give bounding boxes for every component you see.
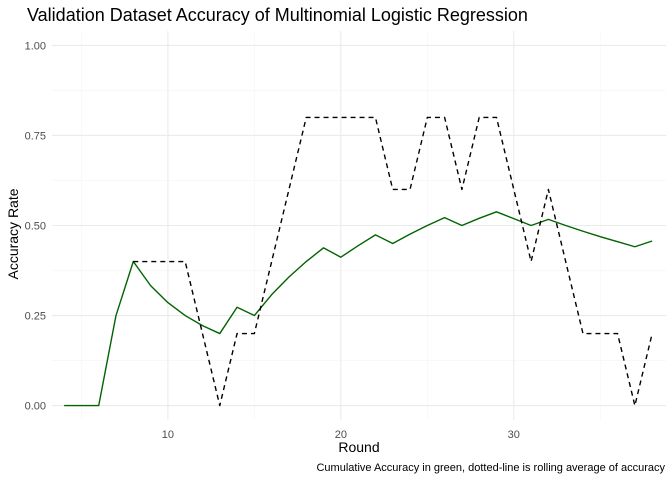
y-tick-label: 0.75 — [25, 130, 46, 142]
rolling-average-line — [133, 116, 653, 407]
y-axis-ticks: 0.00 0.25 0.50 0.75 1.00 — [25, 40, 46, 412]
chart-title: Validation Dataset Accuracy of Multinomi… — [27, 5, 528, 25]
y-tick-label: 1.00 — [25, 40, 46, 52]
x-tick-label: 20 — [335, 429, 347, 441]
series-layer — [64, 116, 653, 407]
x-tick-label: 30 — [508, 429, 520, 441]
cumulative-accuracy-line — [64, 211, 653, 407]
minor-gridlines — [52, 31, 666, 420]
y-tick-label: 0.50 — [25, 221, 46, 233]
y-axis-title: Accuracy Rate — [5, 188, 21, 279]
x-axis-ticks: 10 20 30 — [162, 429, 520, 441]
y-tick-label: 0.25 — [25, 311, 46, 323]
x-tick-label: 10 — [162, 429, 174, 441]
y-tick-label: 0.00 — [25, 401, 46, 413]
x-axis-title: Round — [338, 439, 379, 455]
chart-caption: Cumulative Accuracy in green, dotted-lin… — [316, 462, 665, 474]
